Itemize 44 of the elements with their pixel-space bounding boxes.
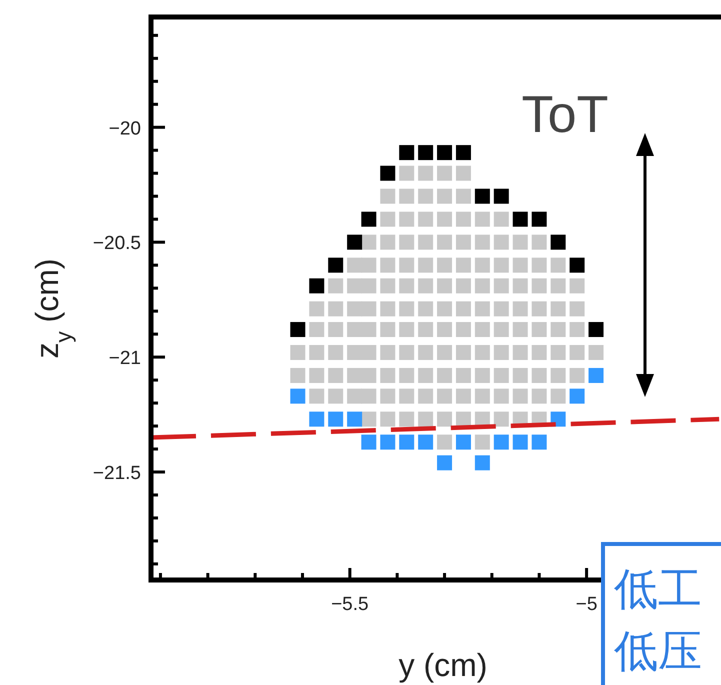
point — [494, 434, 509, 450]
point — [456, 145, 471, 160]
point — [570, 258, 585, 273]
point — [418, 145, 434, 160]
point — [474, 188, 490, 204]
point — [399, 434, 414, 450]
point — [328, 412, 344, 427]
point — [361, 212, 376, 227]
point — [550, 234, 566, 250]
x-tick-label: −5 — [576, 594, 598, 615]
point — [437, 145, 452, 160]
point — [399, 145, 414, 160]
point — [290, 322, 306, 338]
point — [456, 434, 471, 450]
point — [550, 412, 566, 427]
point — [494, 188, 509, 204]
point — [588, 368, 604, 383]
point — [474, 455, 490, 470]
point — [532, 212, 547, 227]
x-tick-label: −5.5 — [331, 594, 369, 615]
point — [309, 278, 324, 294]
point — [512, 434, 528, 450]
point — [570, 388, 585, 404]
annotation: ToT — [522, 86, 608, 144]
y-tick-label: −20 — [108, 118, 141, 140]
point — [588, 322, 604, 338]
y-tick-label: −21.5 — [92, 462, 141, 484]
x-axis-title: y (cm) — [398, 647, 488, 683]
y-tick-label: −21 — [108, 348, 141, 370]
notebox: 低工 低压 — [601, 542, 721, 685]
point — [347, 234, 362, 250]
point — [512, 212, 528, 227]
point — [380, 434, 396, 450]
point — [532, 434, 547, 450]
point — [347, 412, 362, 427]
point — [328, 258, 344, 273]
annotation: 低工 — [614, 565, 702, 614]
y-tick-label: −20.5 — [92, 233, 141, 254]
point — [437, 455, 452, 470]
point — [361, 434, 376, 450]
point — [309, 412, 324, 427]
point — [290, 388, 306, 404]
point — [380, 166, 396, 181]
point — [418, 434, 434, 450]
